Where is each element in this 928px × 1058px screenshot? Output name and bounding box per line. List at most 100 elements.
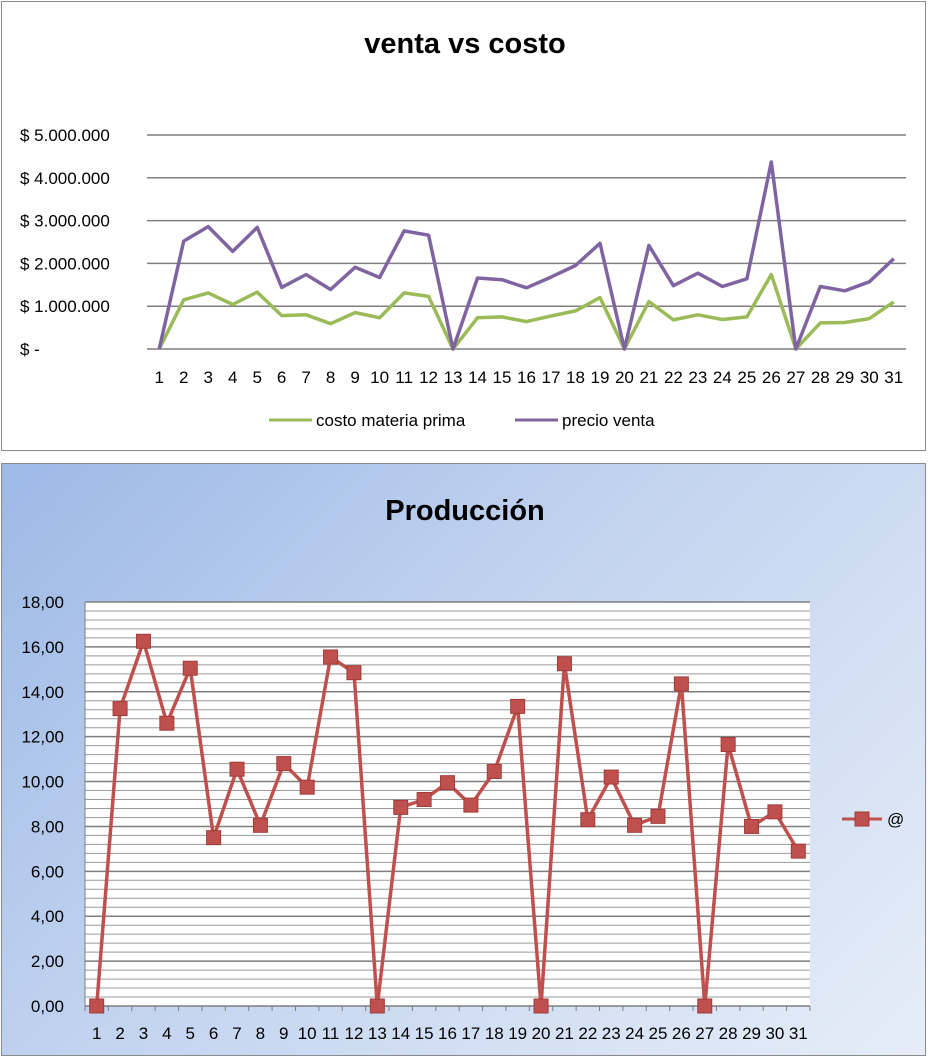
- x-tick-label: 4: [228, 368, 237, 387]
- x-tick-label: 19: [590, 368, 609, 387]
- x-tick-label: 7: [232, 1024, 241, 1043]
- y-tick-label: 12,00: [21, 728, 64, 747]
- data-point: [744, 818, 760, 834]
- x-tick-label: 11: [322, 1024, 340, 1043]
- x-tick-label: 30: [860, 368, 879, 387]
- x-tick-label: 6: [277, 368, 286, 387]
- x-tick-label: 24: [713, 368, 732, 387]
- data-point: [720, 737, 736, 753]
- x-tick-label: 23: [688, 368, 707, 387]
- y-tick-label: 4,00: [31, 907, 64, 926]
- y-tick-label: 6,00: [31, 862, 64, 881]
- chart-produccion: Producción 0,00 2,00 4,00 6,00 8,00 10,00 12,0…: [1, 463, 926, 1056]
- data-point: [697, 998, 713, 1014]
- x-tick-label: 10: [298, 1024, 317, 1043]
- legend: costo materia prima precio venta: [269, 411, 655, 430]
- chart-title: Producción: [385, 495, 545, 527]
- data-point: [299, 779, 315, 795]
- chart-venta-vs-costo-svg: venta vs costo $ - $ 1.000.000 $ 2.000.000…: [20, 28, 906, 430]
- x-tick-label: 23: [602, 1024, 621, 1043]
- data-point: [603, 769, 619, 785]
- y-tick-label: 14,00: [21, 683, 64, 702]
- data-point: [89, 998, 105, 1014]
- data-point: [369, 998, 385, 1014]
- x-tick-label: 4: [162, 1024, 171, 1043]
- chart-title: venta vs costo: [364, 28, 565, 60]
- x-tick-label: 8: [256, 1024, 265, 1043]
- x-tick-label: 28: [719, 1024, 738, 1043]
- data-point: [252, 817, 268, 833]
- x-tick-label: 9: [279, 1024, 288, 1043]
- x-tick-label: 31: [884, 368, 903, 387]
- y-tick-label: 18,00: [21, 593, 64, 612]
- y-tick-labels: $ - $ 1.000.000 $ 2.000.000 $ 3.000.000 $ 4.…: [20, 126, 110, 359]
- x-tick-label: 9: [350, 368, 359, 387]
- data-point: [323, 649, 339, 665]
- x-tick-label: 2: [179, 368, 188, 387]
- y-tick-label: 8,00: [31, 817, 64, 836]
- y-tick-label: $ 2.000.000: [20, 254, 110, 273]
- y-tick-labels: 0,00 2,00 4,00 6,00 8,00 10,00 12,00 14,00 16,00…: [21, 593, 64, 1016]
- data-point: [767, 804, 783, 820]
- x-tick-label: 31: [789, 1024, 808, 1043]
- x-tick-label: 3: [139, 1024, 148, 1043]
- x-tick-label: 29: [835, 368, 854, 387]
- y-tick-label: $ 5.000.000: [20, 126, 110, 145]
- legend-label-at: @: [887, 810, 904, 829]
- y-tick-label: $ 1.000.000: [20, 297, 110, 316]
- legend-marker-at: [854, 811, 870, 827]
- x-tick-label: 16: [438, 1024, 457, 1043]
- x-tick-label: 7: [301, 368, 310, 387]
- x-tick-label: 1: [92, 1024, 101, 1043]
- x-tick-label: 18: [566, 368, 585, 387]
- x-tick-label: 3: [203, 368, 212, 387]
- data-point: [229, 761, 245, 777]
- x-tick-label: 10: [370, 368, 389, 387]
- x-tick-label: 24: [625, 1024, 644, 1043]
- x-tick-label: 17: [542, 368, 561, 387]
- x-tick-label: 14: [468, 368, 487, 387]
- x-tick-label: 1: [155, 368, 164, 387]
- data-point: [790, 843, 806, 859]
- x-tick-label: 22: [578, 1024, 597, 1043]
- data-point: [580, 812, 596, 828]
- x-tick-label: 25: [737, 368, 756, 387]
- x-tick-label: 11: [395, 368, 413, 387]
- data-point: [112, 701, 128, 717]
- data-point: [533, 998, 549, 1014]
- x-tick-label: 13: [444, 368, 463, 387]
- series-line-1: [157, 160, 896, 351]
- x-tick-labels: 1 2 3 4 5 6 7 8 9 10 11 12 13 14 15 16 17 18 19 20 21 22 23 24 2…: [155, 368, 904, 387]
- x-tick-label: 14: [391, 1024, 410, 1043]
- x-tick-label: 20: [532, 1024, 551, 1043]
- x-tick-label: 27: [786, 368, 805, 387]
- data-point: [276, 756, 292, 772]
- x-tick-label: 21: [555, 1024, 574, 1043]
- data-point: [159, 715, 175, 731]
- x-tick-label: 18: [485, 1024, 504, 1043]
- data-point: [346, 665, 362, 681]
- data-point: [556, 656, 572, 672]
- data-point: [135, 633, 151, 649]
- data-point: [440, 775, 455, 791]
- x-tick-label: 13: [368, 1024, 387, 1043]
- x-tick-label: 15: [415, 1024, 434, 1043]
- x-tick-label: 5: [252, 368, 261, 387]
- y-tick-label: $ -: [20, 340, 40, 359]
- legend-label-precio: precio venta: [562, 411, 655, 430]
- y-tick-label: 16,00: [21, 638, 64, 657]
- x-tick-label: 12: [344, 1024, 363, 1043]
- data-point: [463, 797, 479, 813]
- x-tick-label: 12: [419, 368, 438, 387]
- x-tick-label: 8: [326, 368, 335, 387]
- data-point: [486, 763, 502, 779]
- x-tick-label: 6: [209, 1024, 218, 1043]
- x-tick-label: 25: [649, 1024, 668, 1043]
- data-point: [206, 830, 222, 846]
- series-lines: [89, 633, 806, 1014]
- x-tick-label: 16: [517, 368, 536, 387]
- y-tick-label: $ 3.000.000: [20, 212, 110, 231]
- data-point: [673, 676, 689, 692]
- y-tick-label: $ 4.000.000: [20, 169, 110, 188]
- chart-produccion-svg: Producción 0,00 2,00 4,00 6,00 8,00 10,00 12,0…: [21, 495, 904, 1043]
